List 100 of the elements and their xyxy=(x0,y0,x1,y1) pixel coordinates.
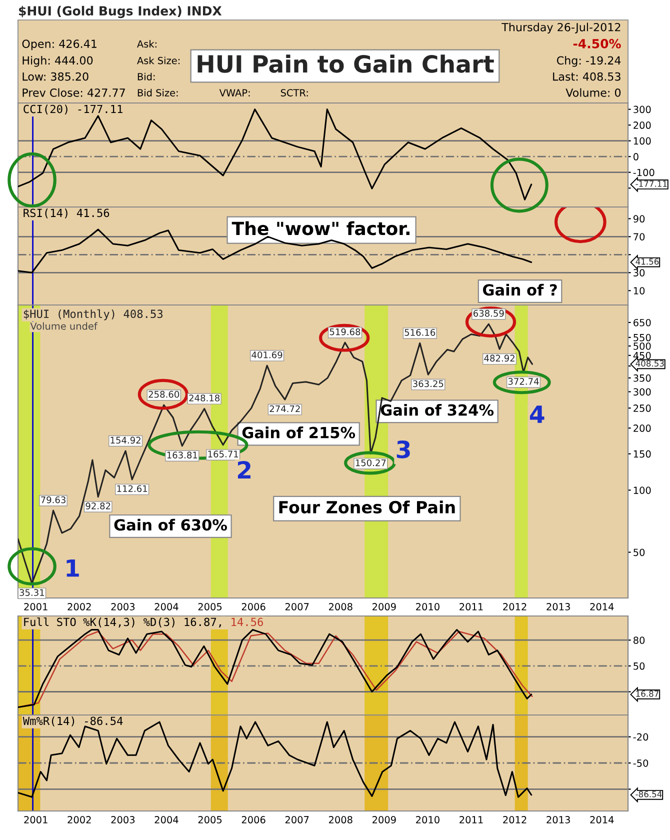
x-tick-label: 2004 xyxy=(154,816,178,824)
annotation: 372.74 xyxy=(508,378,539,385)
annotation: 248.18 xyxy=(189,394,220,402)
text: 41.56 xyxy=(636,258,659,265)
annotation: 401.69 xyxy=(252,351,282,358)
annotation: 154.92 xyxy=(110,436,140,444)
chart-subtitle: $HUI (Gold Bugs Index) INDX xyxy=(18,6,222,18)
y-tick-label: 100 xyxy=(634,137,651,145)
text: -4.50% xyxy=(573,38,621,48)
x-tick-label: 2010 xyxy=(416,603,440,610)
text: SCTR: xyxy=(280,89,308,96)
x-tick-label: 2012 xyxy=(503,816,526,824)
x-tick-label: 2014 xyxy=(590,816,614,824)
annotation: 163.81 xyxy=(167,452,198,458)
y-tick-label: 50 xyxy=(634,548,645,556)
y-tick-label: 200 xyxy=(634,122,651,129)
series-label: Full STO %K(14,3) %D(3) 16.87, xyxy=(24,617,221,628)
x-tick-label: 2001 xyxy=(24,603,48,610)
text: High: 444.00 xyxy=(22,56,93,67)
annotation: The "wow" factor. xyxy=(232,221,410,236)
y-tick-label: 50 xyxy=(634,662,645,670)
x-tick-label: 2012 xyxy=(503,603,526,610)
y-tick-label: 150 xyxy=(634,450,651,458)
text: Ask: xyxy=(137,40,156,48)
annotation: 35.31 xyxy=(20,589,44,596)
x-tick-label: 2007 xyxy=(285,603,309,610)
annotation: 274.72 xyxy=(270,405,300,412)
annotation: Gain of 630% xyxy=(114,518,227,531)
text: Bid Size: xyxy=(138,88,178,96)
text: Prev Close: 427.77 xyxy=(22,88,125,97)
y-tick-label: 30 xyxy=(634,269,645,276)
annotation: Four Zones Of Pain xyxy=(279,500,455,514)
x-tick-label: 2010 xyxy=(416,816,440,824)
text: Ask Size: xyxy=(137,56,180,64)
annotation: 519.68 xyxy=(330,328,360,336)
annotation: 2 xyxy=(238,461,250,479)
chart-title: HUI Pain to Gain Chart xyxy=(198,54,494,73)
annotation: Volume undef xyxy=(30,322,98,330)
annotation: 516.16 xyxy=(404,328,436,336)
x-tick-label: 2011 xyxy=(460,603,483,610)
text: Chg: -19.24 xyxy=(556,56,621,67)
y-tick-label: 0 xyxy=(634,153,638,160)
text: -86.54 xyxy=(636,791,662,798)
y-tick-label: 450 xyxy=(633,352,651,360)
x-tick-label: 2005 xyxy=(198,816,222,824)
x-tick-label: 2014 xyxy=(590,603,614,610)
x-tick-label: 2009 xyxy=(372,603,396,610)
y-tick-label: 80 xyxy=(634,636,645,644)
x-tick-label: 2004 xyxy=(154,603,178,610)
y-tick-label: -20 xyxy=(633,733,648,741)
annotation: 1 xyxy=(66,559,79,577)
x-tick-label: 2008 xyxy=(328,603,352,610)
text: Thursday 26-Jul-2012 xyxy=(502,22,620,34)
y-tick-label: 250 xyxy=(634,404,651,412)
annotation: 363.25 xyxy=(413,380,444,388)
y-tick-label: 200 xyxy=(634,424,651,432)
x-tick-label: 2002 xyxy=(68,816,91,824)
annotation: 638.59 xyxy=(474,310,504,317)
text: Open: 426.41 xyxy=(22,40,96,50)
y-tick-label: 100 xyxy=(634,486,651,494)
text: 408.53 xyxy=(636,360,664,367)
annotation: Gain of 324% xyxy=(380,404,494,416)
annotation: 79.63 xyxy=(41,496,66,504)
text: Volume: 0 xyxy=(566,88,621,97)
text: $HUI (Monthly) 408.53 xyxy=(24,309,163,320)
y-tick-label: 300 xyxy=(634,388,651,396)
x-tick-label: 2013 xyxy=(546,816,570,824)
x-tick-label: 2007 xyxy=(285,816,309,824)
y-tick-label: 70 xyxy=(634,233,645,240)
x-tick-label: 2011 xyxy=(460,816,483,824)
text: Low: 385.20 xyxy=(22,72,88,81)
y-tick-label: 350 xyxy=(634,374,651,382)
annotation: 258.60 xyxy=(148,390,180,398)
y-tick-label: 650 xyxy=(634,318,651,326)
series-label: RSI(14) 41.56 xyxy=(24,208,110,218)
y-tick-label: 300 xyxy=(634,106,651,114)
annotation: 3 xyxy=(396,440,410,458)
text: 16.87 xyxy=(636,690,658,697)
x-tick-label: 2006 xyxy=(242,603,266,610)
series-label: Wm%R(14) -86.54 xyxy=(22,716,123,726)
x-tick-label: 2013 xyxy=(546,603,570,610)
annotation: 4 xyxy=(530,406,544,423)
x-tick-label: 2002 xyxy=(68,603,91,610)
annotation: 165.71 xyxy=(208,450,238,458)
text: Last: 408.53 xyxy=(553,72,620,81)
x-tick-label: 2005 xyxy=(198,603,222,610)
annotation: Gain of ? xyxy=(482,284,557,296)
text: -177.11 xyxy=(636,180,667,187)
annotation: 150.27 xyxy=(356,459,386,466)
text: CCI(20) -177.11 xyxy=(24,104,122,115)
x-tick-label: 2001 xyxy=(24,816,48,824)
x-tick-label: 2006 xyxy=(242,816,266,824)
y-tick-label: 10 xyxy=(634,287,645,294)
y-tick-label: 550 xyxy=(634,334,651,342)
annotation: 92.82 xyxy=(86,502,110,510)
y-tick-label: 500 xyxy=(634,342,651,350)
text: VWAP: xyxy=(219,89,250,96)
text: Bid: xyxy=(138,72,155,80)
annotation: Gain of 215% xyxy=(242,426,356,438)
x-tick-label: 2008 xyxy=(328,816,352,824)
